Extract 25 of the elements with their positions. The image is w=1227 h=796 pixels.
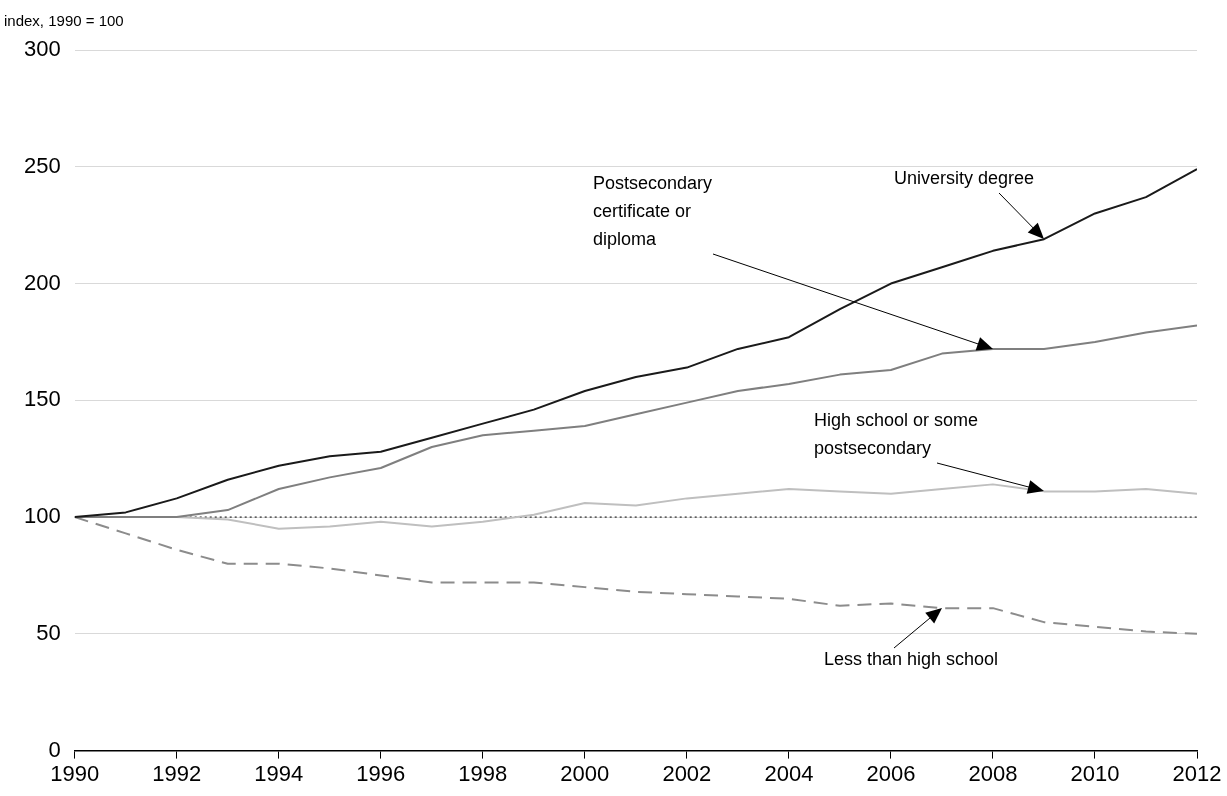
x-tick-label: 2008 xyxy=(968,760,1018,786)
text: Less than high school xyxy=(823,649,999,670)
x-tick-label: 2010 xyxy=(1070,760,1120,786)
x-tick-label: 1990 xyxy=(50,760,100,786)
x-tick-label: 2006 xyxy=(866,760,916,786)
text: University degree xyxy=(893,168,1035,189)
x-tick-label: 2002 xyxy=(662,760,712,786)
line-series xyxy=(74,516,1197,635)
y-axis-title: index, 1990 = 100 xyxy=(4,12,124,29)
y-tick-label: 250 xyxy=(23,152,61,178)
y-tick-label: 200 xyxy=(23,269,61,295)
x-tick-label: 2004 xyxy=(764,760,814,786)
x-tick-label: 2000 xyxy=(560,760,610,786)
y-tick-label: 300 xyxy=(23,36,61,62)
y-tick-label: 150 xyxy=(23,386,61,412)
x-tick-label: 1994 xyxy=(254,760,304,786)
x-tick-label: 1992 xyxy=(152,760,202,786)
series-label: High school or some postsecondary xyxy=(813,410,979,459)
x-tick-label: 1996 xyxy=(356,760,406,786)
y-tick-label: 50 xyxy=(36,619,61,645)
y-tick-label: 100 xyxy=(23,503,61,529)
x-tick-label: 1998 xyxy=(458,760,508,786)
text: Postsecondary certificate or diploma xyxy=(592,172,713,249)
x-tick-label: 2012 xyxy=(1172,760,1222,786)
y-tick-label: 0 xyxy=(48,736,61,762)
